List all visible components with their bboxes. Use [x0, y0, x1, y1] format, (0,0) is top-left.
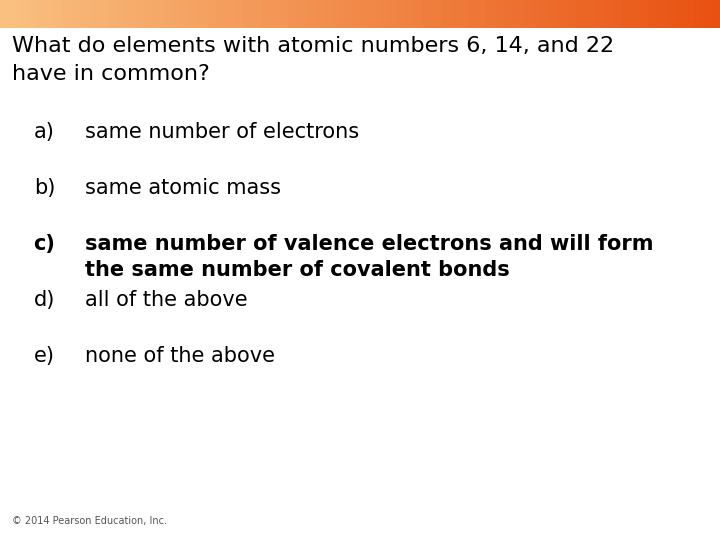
Bar — [162, 0, 171, 28]
Bar — [18, 0, 27, 28]
Bar — [459, 0, 468, 28]
Bar — [657, 0, 666, 28]
Bar — [504, 0, 513, 28]
Text: same number of valence electrons and will form: same number of valence electrons and wil… — [85, 234, 654, 254]
Bar — [261, 0, 270, 28]
Bar — [711, 0, 720, 28]
Text: have in common?: have in common? — [12, 64, 210, 84]
Bar — [144, 0, 153, 28]
Bar — [450, 0, 459, 28]
Bar — [432, 0, 441, 28]
Bar — [189, 0, 198, 28]
Text: © 2014 Pearson Education, Inc.: © 2014 Pearson Education, Inc. — [12, 516, 167, 526]
Bar — [288, 0, 297, 28]
Bar — [405, 0, 414, 28]
Bar — [468, 0, 477, 28]
Bar — [684, 0, 693, 28]
Text: b): b) — [34, 178, 55, 198]
Bar — [342, 0, 351, 28]
Bar — [270, 0, 279, 28]
Text: a): a) — [34, 122, 55, 142]
Bar — [45, 0, 54, 28]
Text: What do elements with atomic numbers 6, 14, and 22: What do elements with atomic numbers 6, … — [12, 36, 614, 56]
Bar — [477, 0, 486, 28]
Bar — [9, 0, 18, 28]
Bar — [603, 0, 612, 28]
Bar — [693, 0, 702, 28]
Bar — [315, 0, 324, 28]
Bar — [27, 0, 36, 28]
Bar — [558, 0, 567, 28]
Bar — [333, 0, 342, 28]
Bar — [324, 0, 333, 28]
Bar — [576, 0, 585, 28]
Bar — [378, 0, 387, 28]
Bar — [180, 0, 189, 28]
Bar — [495, 0, 504, 28]
Bar — [117, 0, 126, 28]
Bar — [522, 0, 531, 28]
Bar — [540, 0, 549, 28]
Bar — [72, 0, 81, 28]
Text: c): c) — [33, 234, 55, 254]
Text: same atomic mass: same atomic mass — [85, 178, 281, 198]
Bar — [297, 0, 306, 28]
Bar — [414, 0, 423, 28]
Bar — [531, 0, 540, 28]
Bar — [648, 0, 657, 28]
Bar — [594, 0, 603, 28]
Bar — [423, 0, 432, 28]
Bar — [585, 0, 594, 28]
Bar — [486, 0, 495, 28]
Bar — [396, 0, 405, 28]
Bar — [216, 0, 225, 28]
Bar — [675, 0, 684, 28]
Bar — [621, 0, 630, 28]
Bar — [639, 0, 648, 28]
Bar — [567, 0, 576, 28]
Bar — [549, 0, 558, 28]
Bar — [630, 0, 639, 28]
Bar — [360, 0, 369, 28]
Bar — [225, 0, 234, 28]
Bar — [666, 0, 675, 28]
Bar — [99, 0, 108, 28]
Bar — [243, 0, 252, 28]
Bar — [252, 0, 261, 28]
Bar — [207, 0, 216, 28]
Bar — [135, 0, 144, 28]
Bar — [351, 0, 360, 28]
Bar — [0, 0, 9, 28]
Bar — [702, 0, 711, 28]
Bar — [441, 0, 450, 28]
Bar — [171, 0, 180, 28]
Bar — [612, 0, 621, 28]
Bar — [513, 0, 522, 28]
Bar — [81, 0, 90, 28]
Bar — [108, 0, 117, 28]
Text: the same number of covalent bonds: the same number of covalent bonds — [85, 260, 510, 280]
Bar — [369, 0, 378, 28]
Bar — [54, 0, 63, 28]
Text: e): e) — [34, 346, 55, 366]
Text: d): d) — [34, 290, 55, 310]
Bar — [126, 0, 135, 28]
Text: all of the above: all of the above — [85, 290, 248, 310]
Bar — [198, 0, 207, 28]
Bar — [306, 0, 315, 28]
Bar — [36, 0, 45, 28]
Bar — [153, 0, 162, 28]
Bar — [90, 0, 99, 28]
Bar — [63, 0, 72, 28]
Bar — [234, 0, 243, 28]
Text: same number of electrons: same number of electrons — [85, 122, 359, 142]
Bar — [279, 0, 288, 28]
Bar — [387, 0, 396, 28]
Text: none of the above: none of the above — [85, 346, 275, 366]
